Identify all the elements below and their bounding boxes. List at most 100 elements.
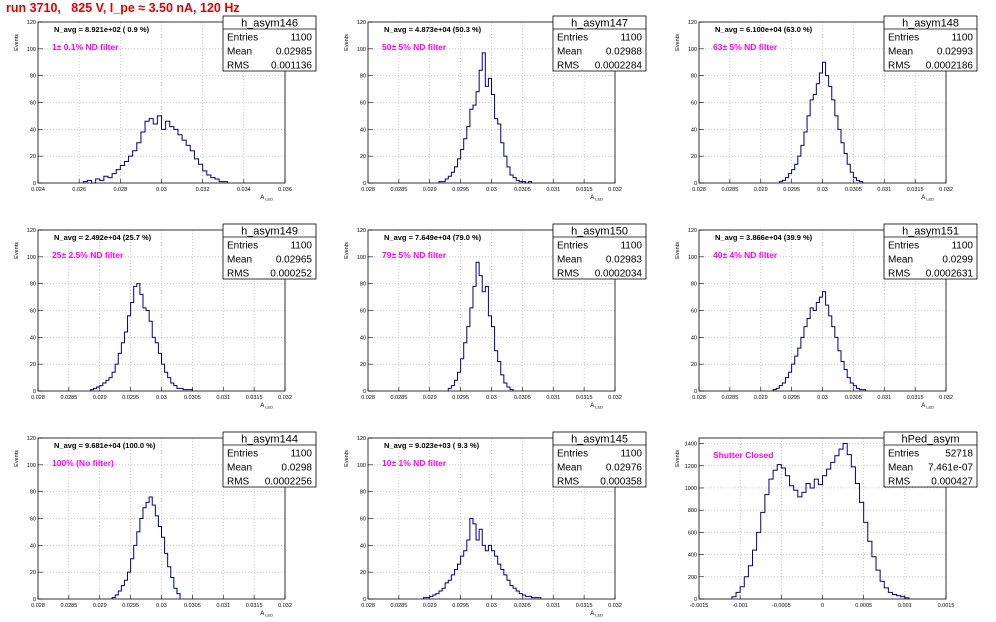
n-avg-label: N_avg = 4.873e+04 (50.3 %): [384, 25, 482, 34]
stats-value: 0.0002631: [926, 269, 974, 280]
stats-value: 0.02985: [276, 47, 313, 58]
x-tick-label: 0.028: [113, 187, 127, 193]
y-axis-title: Events: [675, 242, 681, 259]
x-tick-label: 0.0285: [390, 603, 407, 609]
y-tick-label: 0: [33, 597, 36, 603]
x-tick-label: 0.0295: [122, 603, 139, 609]
n-avg-label: N_avg = 2.492e+04 (25.7 %): [54, 233, 152, 242]
x-tick-label: 0.032: [278, 603, 292, 609]
x-axis-title: ALED: [921, 403, 934, 410]
x-tick-label: 0.0285: [390, 395, 407, 401]
stats-label: RMS: [888, 61, 911, 72]
x-tick-label: 0.0315: [576, 395, 593, 401]
y-tick-label: 800: [688, 508, 697, 514]
y-tick-label: 60: [360, 517, 366, 523]
histogram-panel-h_asym146: 0.024 0.026 0.028 0.03 0.032 0.034 0.036 0 20 40 6…: [14, 15, 317, 202]
x-tick-label: 0.032: [939, 395, 953, 401]
histogram-panel-h_asym150: 0.028 0.0285 0.029 0.0295 0.03 0.0305 0.031 0.0…: [344, 223, 647, 410]
x-tick-label: 0.0295: [122, 395, 139, 401]
x-tick-label: 0.026: [72, 187, 86, 193]
filter-label: 63± 5% ND filter: [713, 42, 778, 52]
x-tick-label: 0.0015: [938, 603, 955, 609]
x-tick-label: 0.03: [486, 603, 497, 609]
stats-value: 0.02983: [606, 255, 643, 266]
y-tick-label: 0: [694, 597, 697, 603]
y-tick-label: 20: [30, 570, 36, 576]
stats-label: RMS: [557, 269, 580, 280]
stats-value: 0.0299: [942, 255, 973, 266]
histogram-panel-h_asym147: 0.028 0.0285 0.029 0.0295 0.03 0.0305 0.031 0.0…: [344, 15, 647, 202]
y-tick-label: 0: [694, 389, 697, 395]
x-tick-label: 0.028: [361, 187, 375, 193]
y-tick-label: 100: [27, 463, 36, 469]
stats-value: 0.02988: [606, 47, 643, 58]
y-tick-label: 0: [33, 181, 36, 187]
x-tick-label: 0.032: [608, 603, 622, 609]
y-tick-label: 120: [357, 436, 366, 442]
y-tick-label: 40: [30, 127, 36, 133]
y-tick-label: 80: [30, 74, 36, 80]
stats-label: RMS: [888, 269, 911, 280]
y-tick-label: 0: [363, 181, 366, 187]
stats-label: RMS: [557, 477, 580, 488]
x-tick-label: 0.03: [486, 395, 497, 401]
n-avg-label: N_avg = 7.649e+04 (79.0 %): [384, 233, 482, 242]
y-tick-label: 60: [360, 101, 366, 107]
stats-label: RMS: [557, 61, 580, 72]
histogram-line: [111, 496, 181, 599]
histogram-line: [447, 261, 514, 391]
y-tick-label: 100: [688, 47, 697, 53]
x-axis-title: ALED: [590, 611, 603, 618]
y-tick-label: 60: [30, 517, 36, 523]
x-axis-title: ALED: [590, 403, 603, 410]
stats-label: Mean: [227, 255, 252, 266]
x-tick-label: 0.029: [754, 395, 768, 401]
x-tick-label: 0.028: [361, 395, 375, 401]
x-tick-label: 0.029: [423, 395, 437, 401]
x-axis-title: ALED: [260, 195, 273, 202]
y-tick-label: 80: [691, 282, 697, 288]
y-tick-label: 40: [360, 335, 366, 341]
filter-label: 1± 0.1% ND filter: [52, 42, 119, 52]
x-tick-label: 0.029: [423, 187, 437, 193]
stats-label: Entries: [557, 449, 588, 460]
stats-box-title: h_asym144: [241, 434, 298, 446]
x-tick-label: 0.031: [546, 603, 560, 609]
y-axis-title: Events: [14, 450, 20, 467]
y-tick-label: 40: [30, 335, 36, 341]
y-tick-label: 120: [357, 20, 366, 26]
stats-box-title: hPed_asym: [901, 434, 959, 446]
y-tick-label: 80: [30, 282, 36, 288]
stats-box: h_asym149 Entries 1100 Mean 0.02965 RMS 0.0002…: [222, 223, 317, 280]
filter-label: Shutter Closed: [713, 450, 773, 460]
stats-label: Entries: [557, 241, 588, 252]
x-tick-label: 0.0005: [855, 603, 872, 609]
stats-value: 0.000358: [600, 477, 642, 488]
x-tick-label: 0.0315: [576, 187, 593, 193]
n-avg-label: N_avg = 8.921e+02 ( 0.9 %): [54, 25, 150, 34]
x-axis-title: ALED: [260, 611, 273, 618]
stats-value: 0.0002284: [595, 61, 643, 72]
stats-box-frame: [883, 431, 978, 488]
y-tick-label: 40: [691, 127, 697, 133]
x-tick-label: 0.024: [31, 187, 45, 193]
stats-box-frame: [883, 223, 978, 280]
x-tick-label: 0.03: [817, 395, 828, 401]
x-tick-label: 0.0315: [246, 603, 263, 609]
x-tick-label: 0.0285: [60, 603, 77, 609]
y-tick-label: 100: [688, 255, 697, 261]
x-tick-label: 0.031: [546, 395, 560, 401]
filter-label: 40± 4% ND filter: [713, 250, 778, 260]
x-tick-label: 0.031: [216, 603, 230, 609]
stats-label: Entries: [227, 449, 258, 460]
x-tick-label: 0.0295: [452, 603, 469, 609]
stats-label: Mean: [227, 47, 252, 58]
x-tick-label: 0.0305: [514, 187, 531, 193]
y-tick-label: 600: [688, 530, 697, 536]
y-tick-label: 200: [688, 575, 697, 581]
x-tick-label: 0.032: [608, 187, 622, 193]
filter-label: 50± 5% ND filter: [382, 42, 447, 52]
filter-label: 100% (No filter): [52, 458, 114, 468]
y-tick-label: 60: [691, 101, 697, 107]
